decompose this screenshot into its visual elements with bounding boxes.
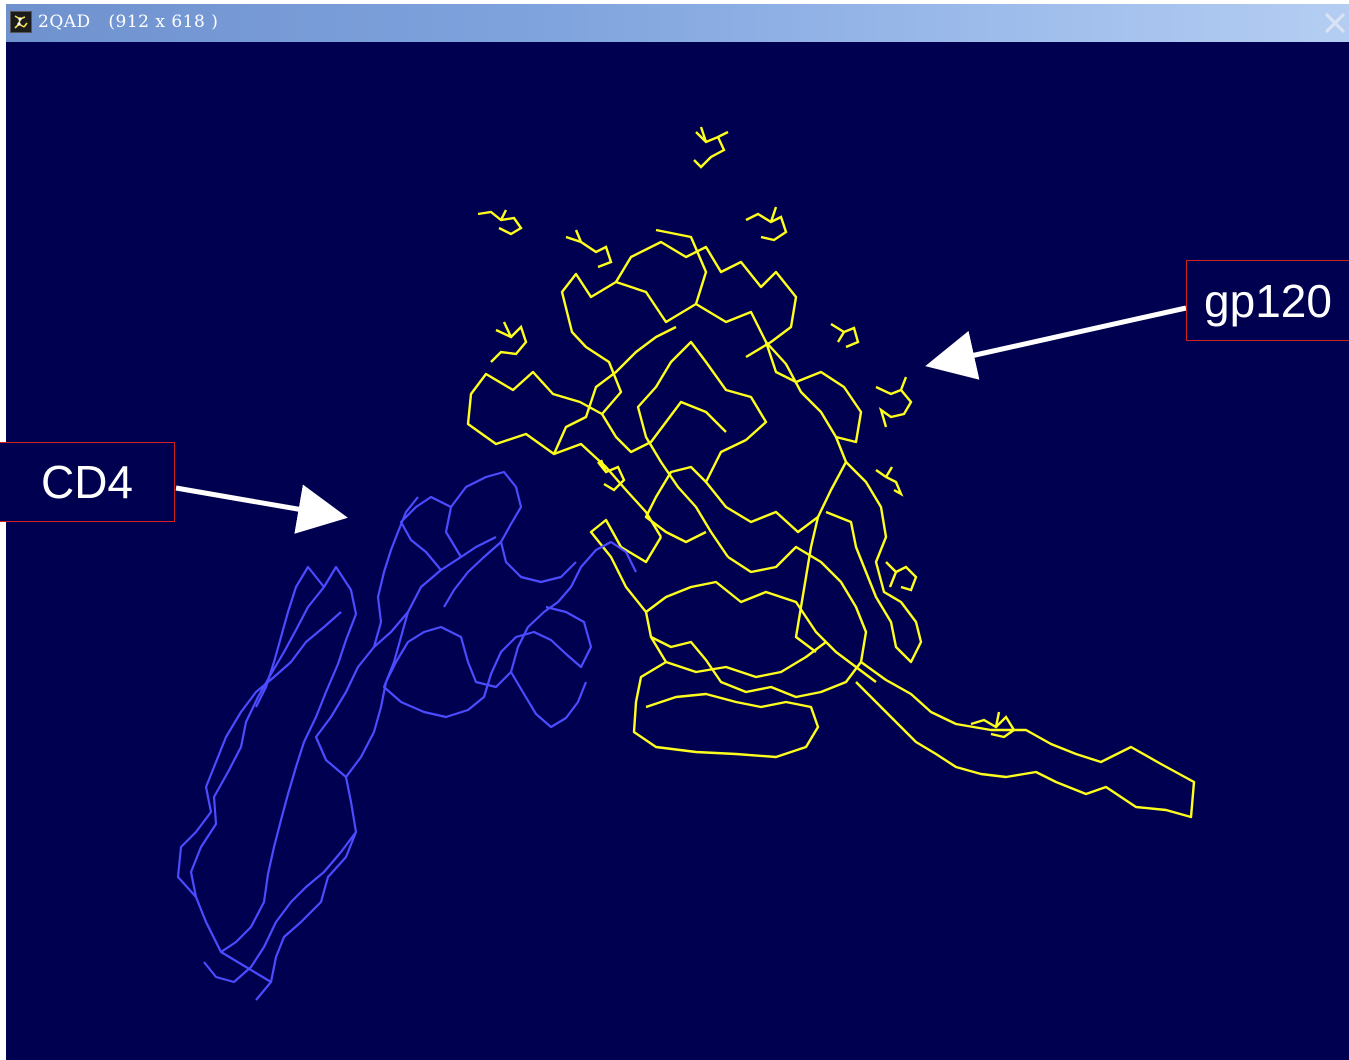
- window-title: 2QAD (912 x 618 ): [38, 12, 219, 32]
- close-icon[interactable]: [1321, 8, 1349, 38]
- gp120-chain-trace: [466, 228, 1196, 819]
- molecule-app-icon[interactable]: [10, 11, 32, 33]
- gp120-side-chains: [477, 126, 1016, 739]
- molecule-viewport[interactable]: [6, 42, 1349, 1060]
- cd4-label: CD4: [0, 442, 175, 522]
- molecule-viewer-window: 2QAD (912 x 618 ): [6, 4, 1349, 1060]
- cd4-label-text: CD4: [40, 456, 134, 508]
- gp120-label: gp120: [1186, 260, 1349, 341]
- gp120-label-text: gp120: [1204, 274, 1332, 327]
- title-bar[interactable]: 2QAD (912 x 618 ): [6, 4, 1349, 42]
- cd4-chain-trace: [176, 470, 637, 1001]
